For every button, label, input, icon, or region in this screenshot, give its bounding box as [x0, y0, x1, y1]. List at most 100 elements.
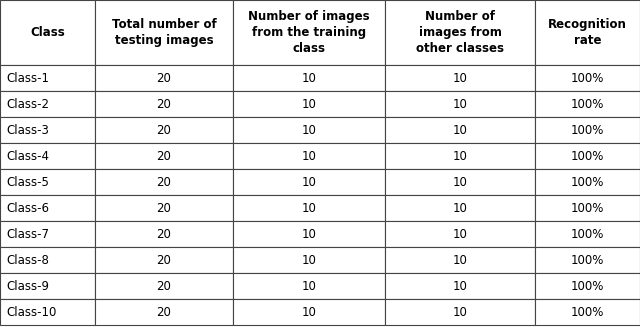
- Bar: [95, 169, 233, 195]
- Text: 10: 10: [301, 149, 316, 163]
- Bar: [0, 273, 95, 299]
- Text: 20: 20: [157, 280, 172, 292]
- Text: 10: 10: [301, 253, 316, 267]
- Text: 20: 20: [157, 72, 172, 84]
- Bar: [0, 299, 95, 325]
- Text: 10: 10: [301, 176, 316, 188]
- Text: 20: 20: [157, 97, 172, 111]
- Bar: [535, 299, 640, 325]
- Text: 100%: 100%: [571, 280, 604, 292]
- Text: Number of
images from
other classes: Number of images from other classes: [416, 10, 504, 55]
- Text: 20: 20: [157, 305, 172, 318]
- Bar: [233, 91, 385, 117]
- Bar: [233, 195, 385, 221]
- Text: 10: 10: [301, 72, 316, 84]
- Text: 100%: 100%: [571, 253, 604, 267]
- Text: Class-5: Class-5: [6, 176, 49, 188]
- Bar: [233, 143, 385, 169]
- Bar: [535, 169, 640, 195]
- Text: 20: 20: [157, 253, 172, 267]
- Bar: [385, 65, 535, 91]
- Text: 100%: 100%: [571, 72, 604, 84]
- Bar: [233, 247, 385, 273]
- Bar: [233, 0, 385, 65]
- Bar: [385, 247, 535, 273]
- Bar: [233, 273, 385, 299]
- Text: Class-1: Class-1: [6, 72, 49, 84]
- Text: 10: 10: [301, 124, 316, 136]
- Bar: [95, 117, 233, 143]
- Bar: [95, 247, 233, 273]
- Text: Class-9: Class-9: [6, 280, 49, 292]
- Text: 20: 20: [157, 201, 172, 215]
- Bar: [535, 0, 640, 65]
- Bar: [95, 65, 233, 91]
- Text: 100%: 100%: [571, 176, 604, 188]
- Bar: [233, 65, 385, 91]
- Bar: [385, 221, 535, 247]
- Bar: [233, 169, 385, 195]
- Bar: [0, 143, 95, 169]
- Text: Recognition
rate: Recognition rate: [548, 18, 627, 47]
- Text: Class-2: Class-2: [6, 97, 49, 111]
- Text: 20: 20: [157, 149, 172, 163]
- Bar: [535, 273, 640, 299]
- Bar: [0, 169, 95, 195]
- Text: 10: 10: [452, 305, 467, 318]
- Bar: [95, 91, 233, 117]
- Text: Class-6: Class-6: [6, 201, 49, 215]
- Text: 10: 10: [301, 305, 316, 318]
- Text: 10: 10: [301, 97, 316, 111]
- Bar: [535, 91, 640, 117]
- Bar: [535, 221, 640, 247]
- Text: 20: 20: [157, 124, 172, 136]
- Bar: [385, 299, 535, 325]
- Text: 20: 20: [157, 228, 172, 240]
- Bar: [535, 65, 640, 91]
- Bar: [535, 247, 640, 273]
- Bar: [0, 91, 95, 117]
- Bar: [0, 65, 95, 91]
- Bar: [0, 195, 95, 221]
- Text: Class-4: Class-4: [6, 149, 49, 163]
- Bar: [0, 0, 95, 65]
- Text: 10: 10: [452, 201, 467, 215]
- Bar: [385, 0, 535, 65]
- Text: 100%: 100%: [571, 305, 604, 318]
- Text: 20: 20: [157, 176, 172, 188]
- Text: Class-8: Class-8: [6, 253, 49, 267]
- Text: Total number of
testing images: Total number of testing images: [111, 18, 216, 47]
- Bar: [95, 143, 233, 169]
- Text: 100%: 100%: [571, 149, 604, 163]
- Bar: [0, 221, 95, 247]
- Bar: [535, 195, 640, 221]
- Text: Number of images
from the training
class: Number of images from the training class: [248, 10, 370, 55]
- Bar: [95, 195, 233, 221]
- Text: Class: Class: [30, 26, 65, 39]
- Text: Class-10: Class-10: [6, 305, 56, 318]
- Bar: [95, 299, 233, 325]
- Text: 10: 10: [452, 280, 467, 292]
- Bar: [385, 195, 535, 221]
- Bar: [233, 221, 385, 247]
- Bar: [233, 299, 385, 325]
- Text: 10: 10: [452, 124, 467, 136]
- Text: 100%: 100%: [571, 228, 604, 240]
- Bar: [385, 273, 535, 299]
- Bar: [95, 0, 233, 65]
- Bar: [385, 143, 535, 169]
- Bar: [385, 91, 535, 117]
- Text: 100%: 100%: [571, 124, 604, 136]
- Text: 10: 10: [452, 176, 467, 188]
- Bar: [535, 143, 640, 169]
- Text: 100%: 100%: [571, 97, 604, 111]
- Text: 10: 10: [452, 97, 467, 111]
- Bar: [535, 117, 640, 143]
- Text: 10: 10: [301, 228, 316, 240]
- Text: 10: 10: [301, 280, 316, 292]
- Bar: [385, 169, 535, 195]
- Bar: [0, 247, 95, 273]
- Text: Class-3: Class-3: [6, 124, 49, 136]
- Bar: [233, 117, 385, 143]
- Text: 10: 10: [452, 72, 467, 84]
